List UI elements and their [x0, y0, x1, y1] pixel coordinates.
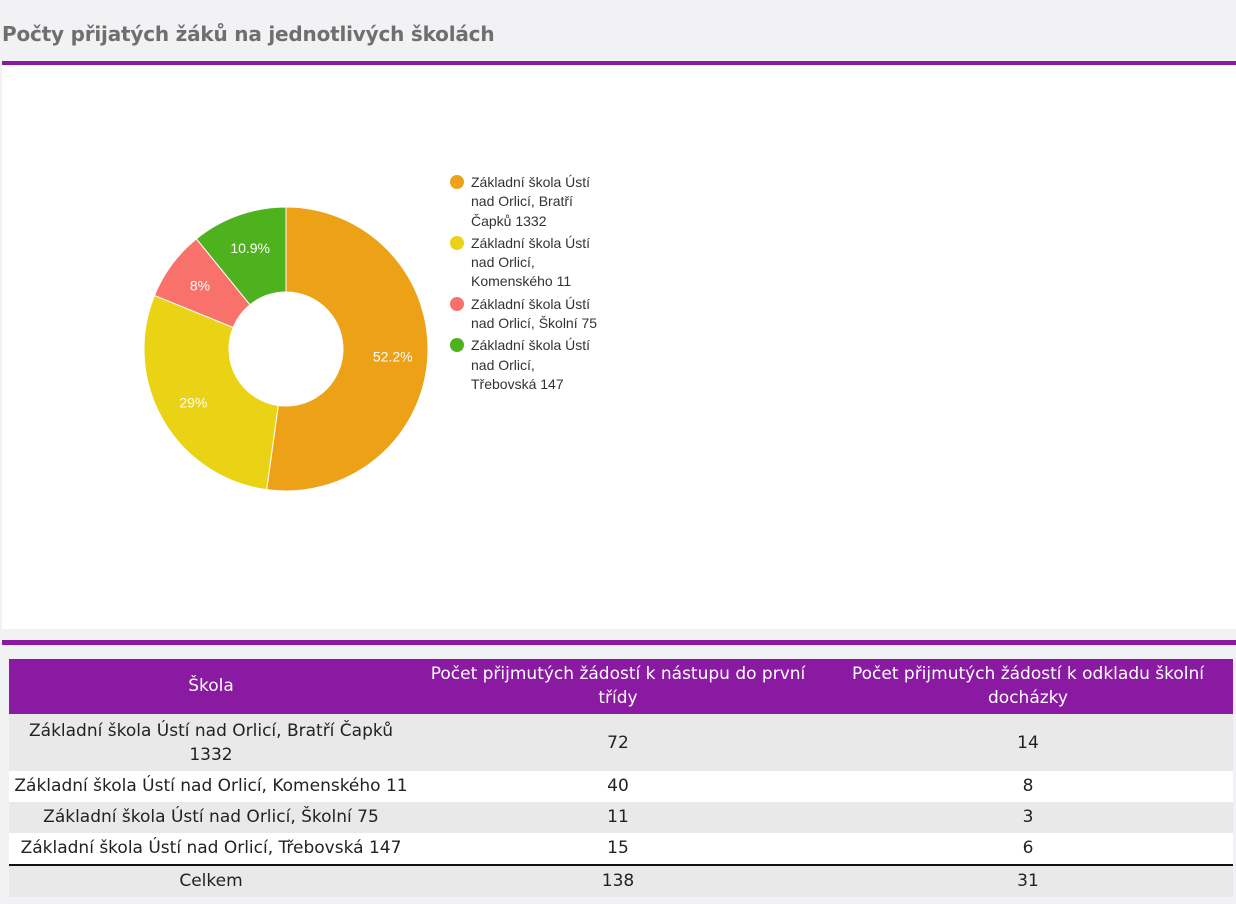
table-row: Základní škola Ústí nad Orlicí, Komenské… [9, 771, 1233, 802]
slice-label-2: 29% [179, 395, 207, 411]
cell-first-grade: 15 [607, 838, 629, 858]
cell-first-grade: 40 [607, 776, 629, 796]
table-total-row: Celkem 138 31 [9, 864, 1233, 897]
cell-school: Základní škola Ústí nad Orlicí, Bratří Č… [29, 721, 393, 765]
cell-school: Základní škola Ústí nad Orlicí, Komenské… [14, 776, 408, 796]
table-header-row: Škola Počet přijmutých žádostí k nástupu… [9, 659, 1233, 714]
legend-label: Základní škola Ústí nad Orlicí, Školní 75 [471, 295, 598, 332]
page-title: Počty přijatých žáků na jednotlivých ško… [2, 22, 495, 46]
legend-label: Základní škola Ústí nad Orlicí, Komenského… [471, 234, 591, 290]
pie-slice-1[interactable] [266, 206, 429, 492]
chart-legend: Základní škola Ústí nad Orlicí, Bratří Čap… [450, 173, 620, 397]
legend-item-3[interactable]: Základní škola Ústí nad Orlicí, Školní 75 [450, 295, 620, 334]
section-divider [2, 640, 1236, 645]
cell-postponement: 6 [1022, 838, 1034, 858]
legend-item-4[interactable]: Základní škola Ústí nad Orlicí, Třebovská … [450, 336, 620, 394]
total-first-grade: 138 [413, 864, 823, 897]
cell-first-grade: 11 [607, 807, 629, 827]
legend-dot-icon [450, 296, 464, 311]
slice-label-4: 10.9% [230, 240, 270, 256]
pie-slice-4[interactable] [195, 206, 287, 306]
results-table-wrapper: Škola Počet přijmutých žádostí k nástupu… [9, 659, 1233, 897]
cell-postponement: 14 [1017, 733, 1039, 753]
legend-dot-icon [450, 175, 464, 189]
header-first-grade: Počet přijmutých žádostí k nástupu do pr… [430, 664, 806, 708]
total-postponement: 31 [823, 864, 1233, 897]
header-school: Škola [188, 676, 234, 696]
slice-label-1: 52.2% [373, 348, 413, 364]
legend-label: Základní škola Ústí nad Orlicí, Třebovská … [471, 337, 591, 392]
slice-label-3: 8% [190, 277, 210, 293]
chart-panel: 52.2% 29% 8% 10.9% Základní škola Ústí nad O… [2, 65, 1236, 629]
cell-first-grade: 72 [607, 733, 629, 753]
table-row: Základní škola Ústí nad Orlicí, Bratří Č… [9, 714, 1233, 771]
pie-slice-2[interactable] [143, 294, 279, 491]
cell-postponement: 8 [1022, 776, 1034, 796]
title-divider [2, 61, 1236, 65]
cell-postponement: 3 [1022, 807, 1034, 827]
cell-school: Základní škola Ústí nad Orlicí, Školní 7… [43, 807, 379, 827]
legend-dot-icon [450, 235, 464, 250]
table-row: Základní škola Ústí nad Orlicí, Třebovsk… [9, 833, 1233, 865]
results-table: Škola Počet přijmutých žádostí k nástupu… [9, 659, 1233, 897]
table-row: Základní škola Ústí nad Orlicí, Školní 7… [9, 802, 1233, 833]
donut-chart: 52.2% 29% 8% 10.9% [143, 206, 429, 492]
legend-label: Základní škola Ústí nad Orlicí, Bratří Čap… [471, 174, 591, 229]
total-label: Celkem [9, 864, 413, 897]
legend-dot-icon [450, 338, 464, 353]
legend-item-1[interactable]: Základní škola Ústí nad Orlicí, Bratří Čap… [450, 173, 620, 231]
cell-school: Základní škola Ústí nad Orlicí, Třebovsk… [20, 838, 402, 858]
header-postponement: Počet přijmutých žádostí k odkladu školn… [851, 664, 1205, 708]
legend-item-2[interactable]: Základní škola Ústí nad Orlicí, Komenského… [450, 234, 620, 292]
